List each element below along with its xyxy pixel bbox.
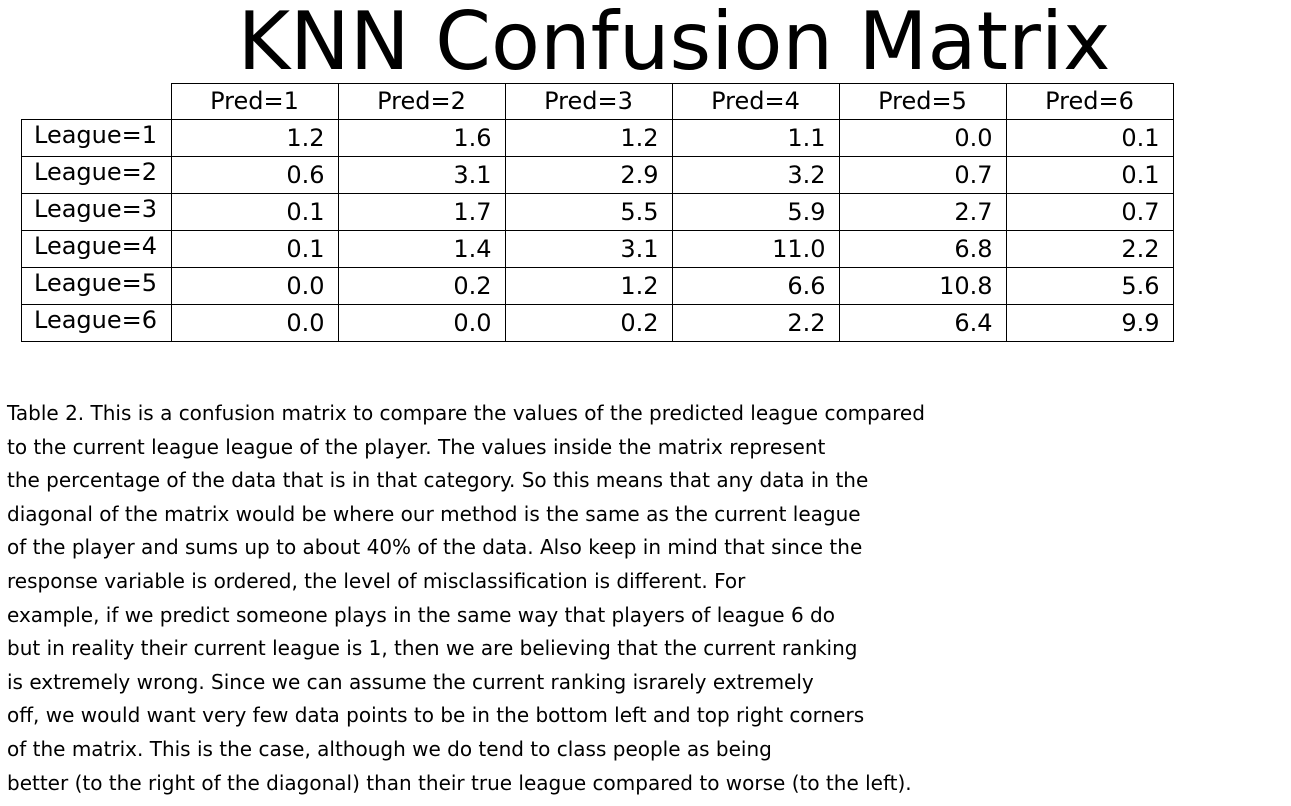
caption-line: diagonal of the matrix would be where ou… (7, 501, 861, 526)
table-row: League=6 0.0 0.0 0.2 2.2 6.4 9.9 (21, 304, 1174, 342)
row-header: League=4 (21, 230, 172, 268)
table-cell: 0.2 (504, 304, 673, 342)
table-cell: 2.2 (671, 304, 840, 342)
table-cell: 1.7 (337, 193, 506, 231)
caption-line: of the matrix. This is the case, althoug… (7, 736, 772, 761)
table-cell: 3.2 (671, 156, 840, 194)
table-cell: 1.1 (671, 119, 840, 157)
table-row: League=3 0.1 1.7 5.5 5.9 2.7 0.7 (21, 193, 1174, 231)
caption-line: to the current league league of the play… (7, 434, 826, 459)
column-header: Pred=1 (170, 83, 339, 120)
table-cell: 1.6 (337, 119, 506, 157)
caption-line: off, we would want very few data points … (7, 703, 865, 728)
table-cell: 6.4 (838, 304, 1007, 342)
header-row: Pred=1 Pred=2 Pred=3 Pred=4 Pred=5 Pred=… (22, 83, 1174, 120)
table-row: League=4 0.1 1.4 3.1 11.0 6.8 2.2 (21, 230, 1174, 268)
table-cell: 2.2 (1005, 230, 1174, 268)
table-cell: 0.0 (337, 304, 506, 342)
table-cell: 5.6 (1005, 267, 1174, 305)
table-cell: 3.1 (504, 230, 673, 268)
column-header: Pred=2 (337, 83, 506, 120)
table-cell: 1.2 (504, 267, 673, 305)
table-cell: 0.1 (1005, 119, 1174, 157)
caption-line: Table 2. This is a confusion matrix to c… (7, 401, 925, 425)
caption-line: is extremely wrong. Since we can assume … (7, 669, 814, 694)
table-cell: 0.0 (170, 267, 339, 305)
caption-line: response variable is ordered, the level … (7, 568, 746, 593)
table-cell: 1.2 (504, 119, 673, 157)
table-row: League=1 1.2 1.6 1.2 1.1 0.0 0.1 (21, 119, 1174, 157)
confusion-matrix-table: Pred=1 Pred=2 Pred=3 Pred=4 Pred=5 Pred=… (21, 83, 1174, 342)
table-cell: 11.0 (671, 230, 840, 268)
table-cell: 6.6 (671, 267, 840, 305)
table-cell: 0.7 (838, 156, 1007, 194)
row-header: League=1 (21, 119, 172, 157)
caption-line: example, if we predict someone plays in … (7, 602, 835, 627)
column-header: Pred=3 (504, 83, 673, 120)
caption-line: better (to the right of the diagonal) th… (7, 770, 912, 795)
column-header: Pred=5 (838, 83, 1007, 120)
table-cell: 5.9 (671, 193, 840, 231)
caption-line: but in reality their current league is 1… (7, 636, 858, 661)
table-cell: 0.6 (170, 156, 339, 194)
table-cell: 0.0 (170, 304, 339, 342)
row-header: League=6 (21, 304, 172, 342)
row-header: League=2 (21, 156, 172, 194)
caption-line: the percentage of the data that is in th… (7, 468, 869, 493)
table-cell: 5.5 (504, 193, 673, 231)
row-header: League=5 (21, 267, 172, 305)
corner-cell (22, 84, 172, 120)
table-caption: Table 2. This is a confusion matrix to c… (7, 397, 1291, 800)
table-row: League=5 0.0 0.2 1.2 6.6 10.8 5.6 (21, 267, 1174, 305)
table-row: League=2 0.6 3.1 2.9 3.2 0.7 0.1 (21, 156, 1174, 194)
table-cell: 1.2 (170, 119, 339, 157)
table-cell: 0.0 (838, 119, 1007, 157)
column-header: Pred=4 (671, 83, 840, 120)
row-header: League=3 (21, 193, 172, 231)
caption-line: of the player and sums up to about 40% o… (7, 535, 863, 560)
table-cell: 10.8 (838, 267, 1007, 305)
table-cell: 0.1 (170, 230, 339, 268)
table-cell: 0.1 (170, 193, 339, 231)
table-cell: 0.1 (1005, 156, 1174, 194)
table-cell: 1.4 (337, 230, 506, 268)
table-cell: 6.8 (838, 230, 1007, 268)
chart-title: KNN Confusion Matrix (237, 0, 1111, 88)
table-cell: 0.7 (1005, 193, 1174, 231)
table-cell: 3.1 (337, 156, 506, 194)
table-cell: 9.9 (1005, 304, 1174, 342)
column-header: Pred=6 (1005, 83, 1174, 120)
table-cell: 2.9 (504, 156, 673, 194)
table-cell: 0.2 (337, 267, 506, 305)
table-cell: 2.7 (838, 193, 1007, 231)
